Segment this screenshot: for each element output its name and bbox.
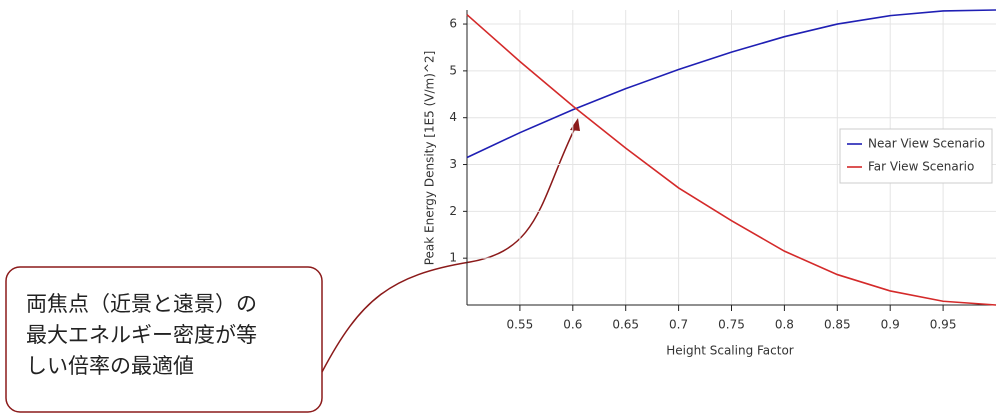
annotation-box (5, 266, 323, 413)
legend-box (839, 128, 993, 184)
arrow-head (570, 118, 580, 131)
y-tick-label: 1 (449, 251, 457, 265)
x-axis-label: Height Scaling Factor (666, 344, 794, 358)
y-axis-label: Peak Energy Density [1E5 (V/m)^2] (423, 51, 437, 266)
x-tick-label: 0.75 (718, 318, 745, 332)
annotation-arrow (321, 127, 576, 373)
y-tick-label: 6 (449, 17, 457, 31)
annotation-text: しい倍率の最適値 (26, 354, 194, 378)
x-tick-label: 0.7 (669, 318, 688, 332)
y-tick-label: 5 (449, 63, 457, 77)
y-tick-label: 2 (449, 204, 457, 218)
x-tick-label: 0.9 (881, 318, 900, 332)
line-series (466, 9, 997, 159)
annotation-text: 両焦点（近景と遠景）の (26, 292, 257, 316)
x-tick-label: 0.85 (824, 318, 851, 332)
x-tick-label: 0.6 (563, 318, 582, 332)
x-tick-label: 0.55 (507, 318, 534, 332)
legend-label: Near View Scenario (868, 137, 985, 151)
y-tick-label: 3 (449, 157, 457, 171)
line-series (466, 14, 997, 306)
y-tick-label: 4 (449, 110, 457, 124)
x-tick-label: 0.65 (612, 318, 639, 332)
x-tick-label: 0.95 (930, 318, 957, 332)
annotation-text: 最大エネルギー密度が等 (26, 323, 257, 347)
legend-label: Far View Scenario (868, 160, 974, 174)
x-tick-label: 0.8 (775, 318, 794, 332)
